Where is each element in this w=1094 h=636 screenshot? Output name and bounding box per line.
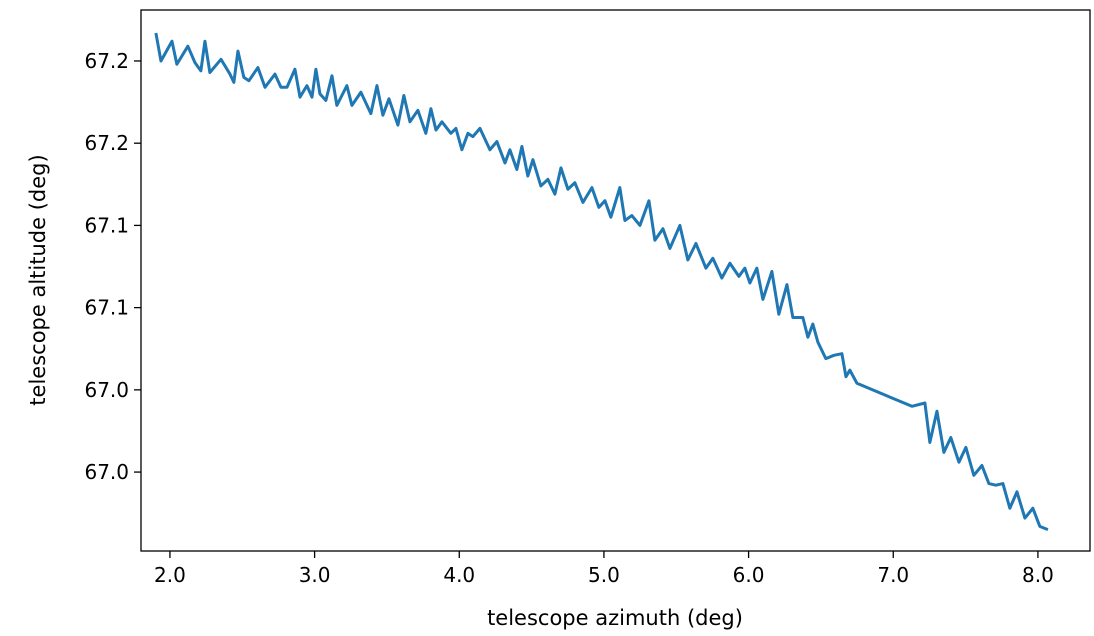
y-tick-label: 67.1 [84, 213, 129, 237]
y-axis-title: telescope altitude (deg) [26, 154, 50, 405]
plot-frame [140, 9, 1091, 552]
x-tick-label: 5.0 [588, 563, 620, 587]
x-tick-label: 4.0 [443, 563, 475, 587]
y-tick-label: 67.2 [84, 49, 129, 73]
x-tick-label: 3.0 [299, 563, 331, 587]
y-tick-label: 67.2 [84, 131, 129, 155]
y-tick-label: 67.1 [84, 296, 129, 320]
y-tick-label: 67.0 [84, 460, 129, 484]
x-tick-label: 8.0 [1022, 563, 1054, 587]
x-tick-label: 2.0 [154, 563, 186, 587]
data-line [154, 32, 1049, 532]
y-tick-label: 67.0 [84, 378, 129, 402]
x-tick-label: 6.0 [733, 563, 765, 587]
x-tick-label: 7.0 [877, 563, 909, 587]
x-axis-title: telescope azimuth (deg) [487, 606, 743, 630]
